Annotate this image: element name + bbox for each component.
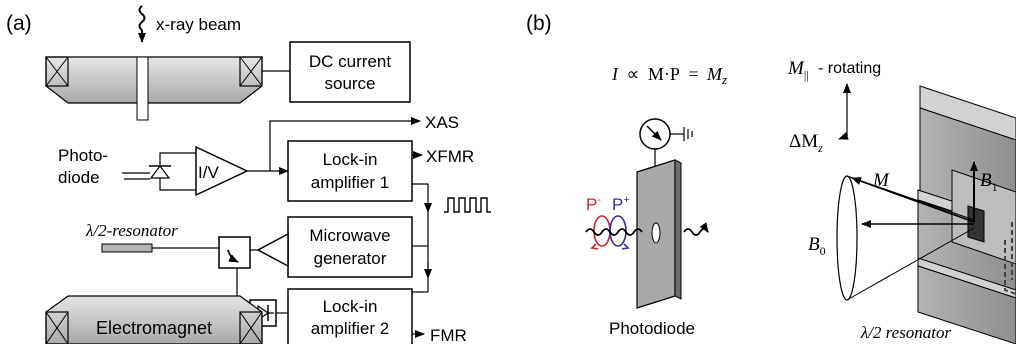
xray-wave-in [585, 228, 643, 236]
xray-beam-label: x-ray beam [156, 15, 241, 34]
lockin1-line2: amplifier 1 [311, 173, 389, 192]
xas-label: XAS [425, 113, 459, 132]
b1-label: B1 [980, 170, 998, 194]
resonator-slabs [917, 85, 1016, 344]
iv-label: I/V [198, 163, 219, 182]
microwave-line1: Microwave [309, 226, 390, 245]
photodiode-label-line2: diode [58, 168, 100, 187]
photodiode-label-b: Photodiode [609, 319, 695, 338]
electromagnet-label: Electromagnet [96, 318, 212, 338]
photodiode-label-line1: Photo- [58, 146, 108, 165]
resonator-label-a: λ/2-resonator [85, 221, 178, 240]
delta-mz-axis [838, 132, 849, 140]
microwave-line2: generator [314, 249, 387, 268]
lockin-amplifier-2-box [287, 288, 413, 344]
resonator-bar [101, 243, 153, 253]
lockin-amplifier-1-box [287, 140, 413, 202]
square-wave-icon [444, 197, 491, 213]
p-plus-label: P+ [612, 194, 630, 214]
p-minus-label: P- [586, 194, 601, 214]
resonator-label-b: λ/2 resonator [860, 323, 952, 342]
rotating-label: - rotating [818, 60, 881, 77]
m-vector [851, 177, 975, 223]
precession-cone [836, 161, 978, 301]
xray-wave-out [683, 222, 709, 236]
fmr-label: FMR [430, 326, 467, 344]
xfmr-label: XFMR [426, 147, 474, 166]
dc-source-line1: DC current [309, 52, 391, 71]
microwave-generator-box [287, 216, 413, 278]
panel-b-label: (b) [526, 12, 552, 35]
top-magnet [45, 56, 263, 121]
dc-source-line2: source [324, 74, 375, 93]
rf-amplifier-icon [256, 232, 289, 268]
iv-amplifier [195, 145, 249, 197]
lockin2-line1: Lock-in [323, 297, 378, 316]
panel-a-label: (a) [6, 12, 32, 35]
m-parallel-label: M|| [787, 58, 809, 82]
b0-label: B0 [808, 234, 826, 258]
xray-beam-icon [138, 5, 146, 43]
lockin2-line2: amplifier 2 [311, 319, 389, 338]
electromagnet [45, 295, 263, 344]
dc-current-source-box [289, 41, 411, 103]
m-label: M [872, 170, 890, 191]
lockin1-line1: Lock-in [323, 150, 378, 169]
delta-mz-label: ΔMz [789, 131, 823, 155]
formula: I ∝ M·P = Mz [611, 64, 727, 87]
photodiode-plate [636, 159, 682, 309]
circulator-icon [218, 236, 251, 269]
ammeter-icon [639, 118, 693, 172]
photodiode-symbol-icon [122, 152, 205, 191]
